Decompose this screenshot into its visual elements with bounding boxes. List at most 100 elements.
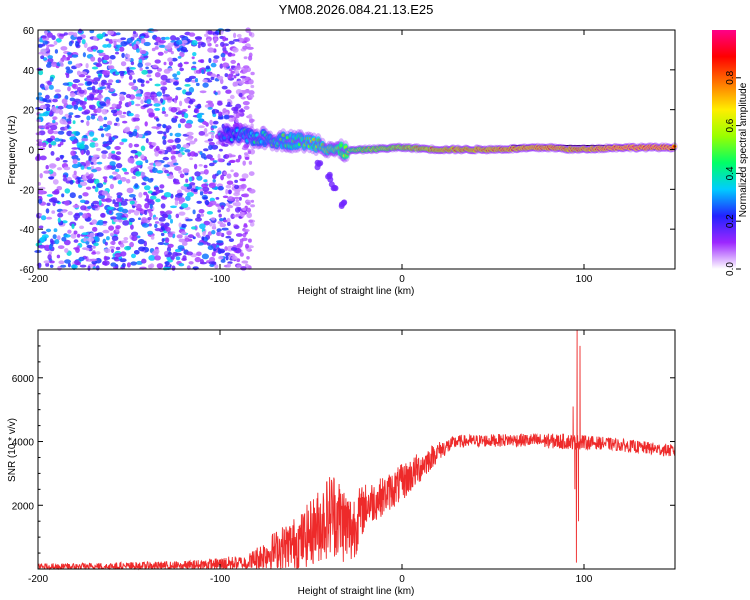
- noise-speckle: [166, 173, 170, 177]
- spectrogram-noise-region: [34, 27, 256, 271]
- noise-speckle: [47, 80, 52, 86]
- noise-speckle: [42, 98, 47, 102]
- noise-speckle: [146, 194, 149, 200]
- noise-speckle: [53, 189, 60, 195]
- noise-speckle: [173, 162, 179, 166]
- noise-speckle: [86, 86, 94, 91]
- noise-speckle: [86, 244, 93, 249]
- noise-speckle: [148, 223, 152, 227]
- noise-speckle: [201, 236, 205, 241]
- noise-speckle: [71, 83, 77, 89]
- noise-speckle: [92, 200, 100, 205]
- noise-speckle: [86, 95, 93, 101]
- snr-x-ticks: -200 -100 0 100: [28, 330, 593, 585]
- noise-speckle: [110, 262, 117, 267]
- noise-speckle: [248, 160, 253, 165]
- noise-speckle: [208, 182, 216, 189]
- noise-speckle: [177, 153, 183, 158]
- noise-speckle: [153, 103, 161, 107]
- noise-speckle: [110, 109, 118, 114]
- noise-speckle: [217, 116, 224, 120]
- noise-speckle: [40, 55, 45, 59]
- noise-speckle: [165, 96, 173, 101]
- noise-speckle: [51, 61, 57, 67]
- noise-speckle: [89, 29, 95, 34]
- colorbar: 0.0 0.2 0.4 0.6 0.8 Normalized spectral ampl…: [712, 30, 749, 276]
- noise-speckle: [107, 164, 113, 169]
- noise-speckle: [118, 93, 124, 97]
- noise-speckle: [115, 174, 121, 180]
- noise-speckle: [167, 232, 173, 238]
- noise-speckle: [60, 155, 64, 160]
- noise-speckle: [155, 145, 160, 152]
- noise-speckle: [103, 116, 108, 121]
- noise-speckle: [170, 205, 177, 209]
- noise-speckle: [92, 81, 99, 85]
- noise-speckle: [230, 70, 235, 74]
- x-tick-label: 100: [576, 274, 593, 285]
- noise-speckle: [51, 106, 57, 112]
- noise-speckle: [184, 123, 192, 129]
- noise-speckle: [85, 172, 89, 177]
- noise-speckle: [207, 47, 215, 53]
- noise-speckle: [188, 75, 197, 79]
- noise-speckle: [236, 258, 241, 263]
- noise-speckle: [227, 196, 234, 202]
- noise-speckle: [46, 216, 53, 220]
- noise-speckle: [122, 168, 128, 172]
- noise-speckle: [234, 188, 241, 194]
- noise-speckle: [45, 94, 50, 100]
- noise-speckle: [113, 40, 117, 47]
- noise-speckle: [132, 117, 140, 122]
- noise-speckle: [203, 179, 208, 183]
- noise-speckle: [153, 216, 159, 220]
- noise-speckle: [147, 178, 154, 183]
- noise-speckle: [185, 91, 193, 96]
- noise-speckle: [204, 199, 210, 206]
- noise-speckle: [104, 33, 108, 37]
- x-tick-label: 100: [576, 574, 593, 585]
- noise-speckle: [71, 154, 79, 160]
- noise-speckle: [36, 119, 42, 123]
- noise-speckle: [154, 151, 159, 157]
- branch-dot: [326, 173, 333, 180]
- noise-speckle: [71, 264, 78, 269]
- noise-speckle: [72, 204, 80, 208]
- noise-speckle: [192, 236, 196, 240]
- noise-speckle: [218, 111, 223, 117]
- noise-speckle: [98, 52, 106, 57]
- noise-speckle: [158, 150, 163, 154]
- noise-speckle: [134, 183, 139, 189]
- noise-speckle: [106, 236, 110, 241]
- noise-speckle: [75, 63, 82, 69]
- noise-speckle: [97, 128, 104, 131]
- noise-speckle: [187, 234, 194, 239]
- noise-speckle: [144, 185, 151, 191]
- noise-speckle: [201, 253, 209, 260]
- x-tick-label: -200: [28, 274, 48, 285]
- noise-speckle: [129, 200, 135, 205]
- noise-speckle: [204, 33, 209, 37]
- y-tick-label: 20: [23, 106, 35, 117]
- noise-speckle: [111, 103, 117, 108]
- noise-speckle: [105, 99, 111, 104]
- noise-speckle: [124, 198, 129, 202]
- noise-speckle: [38, 189, 45, 195]
- noise-speckle: [104, 127, 109, 132]
- noise-speckle: [189, 157, 194, 161]
- noise-speckle: [111, 248, 114, 253]
- noise-speckle: [85, 160, 90, 165]
- spectrogram-signal-track: [216, 122, 678, 209]
- noise-speckle: [206, 211, 213, 215]
- noise-speckle: [131, 253, 136, 259]
- noise-speckle: [91, 66, 99, 70]
- noise-speckle: [85, 149, 90, 156]
- noise-speckle: [98, 74, 102, 79]
- noise-speckle: [141, 217, 148, 223]
- noise-speckle: [163, 96, 167, 101]
- noise-speckle: [211, 109, 216, 115]
- spectrogram-x-label: Height of straight line (km): [298, 286, 415, 297]
- noise-speckle: [143, 41, 151, 47]
- noise-speckle: [212, 58, 219, 64]
